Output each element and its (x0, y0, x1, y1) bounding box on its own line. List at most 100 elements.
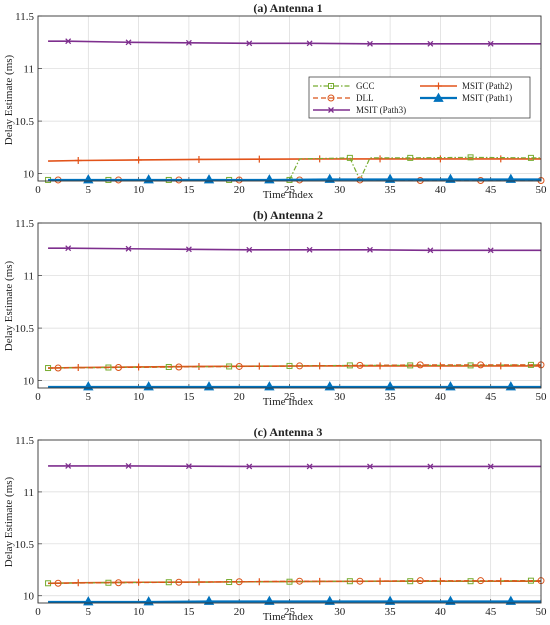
x-tick-label: 20 (234, 606, 246, 618)
series-dll (48, 577, 545, 587)
data-point-path1 (264, 595, 275, 605)
panel-title-antenna-2: (b) Antenna 2 (253, 208, 323, 222)
y-axis-label-antenna-3: Delay Estimate (ms) (3, 476, 15, 567)
y-tick-label: 10.5 (15, 116, 35, 128)
x-tick-label: 35 (385, 184, 397, 196)
series-line-dll (48, 364, 541, 369)
data-point-dll (477, 577, 485, 585)
y-tick-label: 10 (23, 376, 35, 388)
y-tick-label: 10 (23, 169, 35, 181)
y-tick-label: 11.5 (15, 11, 34, 23)
x-tick-label: 0 (35, 184, 41, 196)
data-point-path1 (505, 595, 517, 605)
axes-frame (37, 15, 542, 182)
x-tick-label: 15 (183, 391, 195, 403)
data-point-path3 (367, 463, 373, 470)
x-tick-label: 30 (334, 184, 346, 196)
x-tick-label: 35 (385, 391, 397, 403)
x-tick-label: 20 (234, 184, 246, 196)
legend-entry-path1: MSIT (Path1) (420, 92, 512, 103)
data-point-path2 (497, 362, 505, 370)
x-tick-label: 5 (86, 606, 92, 618)
data-point-path1 (445, 173, 456, 183)
data-point-dll (416, 361, 424, 369)
x-tick-label: 20 (234, 391, 246, 403)
data-point-path1 (384, 173, 396, 183)
data-point-path3 (487, 247, 494, 254)
y-tick-label: 11 (23, 487, 34, 499)
x-tick-label: 45 (485, 184, 497, 196)
series-line-path1 (48, 600, 541, 604)
legend-label-path3: MSIT (Path3) (356, 105, 406, 115)
data-point-dll (175, 578, 183, 586)
panel-antenna-2: (b) Antenna 2 0 5 10 15 20 25 30 35 40 45 50 10 10.5… (3, 208, 547, 408)
series-line-dll (48, 580, 541, 584)
y-tick-label: 11 (23, 64, 34, 76)
data-point-path3 (487, 463, 494, 470)
legend-marker-path3 (328, 107, 334, 113)
data-point-dll (296, 362, 304, 370)
data-point-gcc (527, 154, 534, 161)
data-point-path3 (427, 40, 434, 47)
data-point-path2 (436, 155, 444, 163)
data-point-path3 (125, 39, 132, 46)
x-tick-label: 15 (183, 184, 195, 196)
y-tick-label: 10.5 (15, 539, 35, 551)
x-axis-label-antenna-3: Time Index (263, 611, 314, 623)
data-point-path3 (65, 38, 72, 45)
data-point-path1 (445, 595, 456, 605)
plot-area-antenna-3: 0 5 10 15 20 25 30 35 40 45 50 10 10.5 11 11.5 (15, 435, 547, 618)
data-point-path3 (125, 462, 132, 469)
data-point-path2 (195, 155, 203, 163)
data-point-path3 (185, 463, 192, 470)
legend: GCC MSIT (Path2) DLL MSIT (Path1) MSIT ( (308, 76, 531, 119)
data-point-path3 (65, 462, 72, 469)
data-point-path3 (125, 245, 132, 252)
x-tick-label: 15 (183, 606, 195, 618)
panel-title-antenna-3: (c) Antenna 3 (254, 425, 323, 439)
x-tick-label: 10 (133, 184, 145, 196)
data-point-dll (416, 577, 424, 585)
x-tick-label: 0 (35, 391, 41, 403)
data-point-path3 (306, 246, 313, 253)
data-point-path3 (306, 463, 313, 470)
data-point-dll (296, 577, 304, 585)
data-point-dll (235, 578, 243, 586)
data-point-path2 (255, 155, 263, 163)
series-path3 (48, 245, 541, 254)
series-line-path3 (48, 465, 541, 468)
data-point-path3 (427, 247, 434, 254)
y-tick-label: 10.5 (15, 323, 35, 335)
x-tick-label: 5 (86, 184, 92, 196)
x-axis-label-antenna-1: Time Index (263, 189, 314, 201)
panel-antenna-1: (a) Antenna 1 0 5 10 15 20 25 30 35 40 45 50 10 10.5… (3, 1, 547, 201)
data-point-dll (114, 579, 122, 587)
y-tick-label: 11.5 (15, 218, 34, 230)
panel-antenna-3: (c) Antenna 3 0 5 10 15 20 25 30 35 40 45 50 10 10.5… (3, 425, 547, 623)
y-tick-label: 10 (23, 591, 35, 603)
series-line-path2 (48, 158, 541, 162)
data-point-dll (235, 362, 243, 370)
axes-frame (37, 222, 542, 389)
legend-marker-path1 (433, 92, 444, 102)
series-line-path3 (48, 40, 541, 45)
series-line-gcc (48, 156, 541, 181)
legend-label-gcc: GCC (356, 81, 375, 91)
legend-entry-path3: MSIT (Path3) (313, 105, 406, 115)
axes-frame (37, 439, 542, 604)
x-tick-label: 25 (284, 391, 296, 403)
x-tick-label: 50 (536, 391, 548, 403)
data-point-dll (54, 364, 62, 372)
data-point-path1 (203, 595, 215, 605)
legend-label-dll: DLL (356, 93, 374, 103)
x-tick-label: 10 (133, 391, 145, 403)
data-point-path2 (376, 155, 384, 163)
data-point-path1 (324, 595, 335, 605)
legend-marker-dll (327, 94, 335, 102)
x-tick-label: 50 (536, 184, 548, 196)
data-point-gcc (467, 154, 474, 161)
x-tick-label: 0 (35, 606, 41, 618)
x-tick-label: 50 (536, 606, 548, 618)
data-point-dll (356, 577, 364, 585)
